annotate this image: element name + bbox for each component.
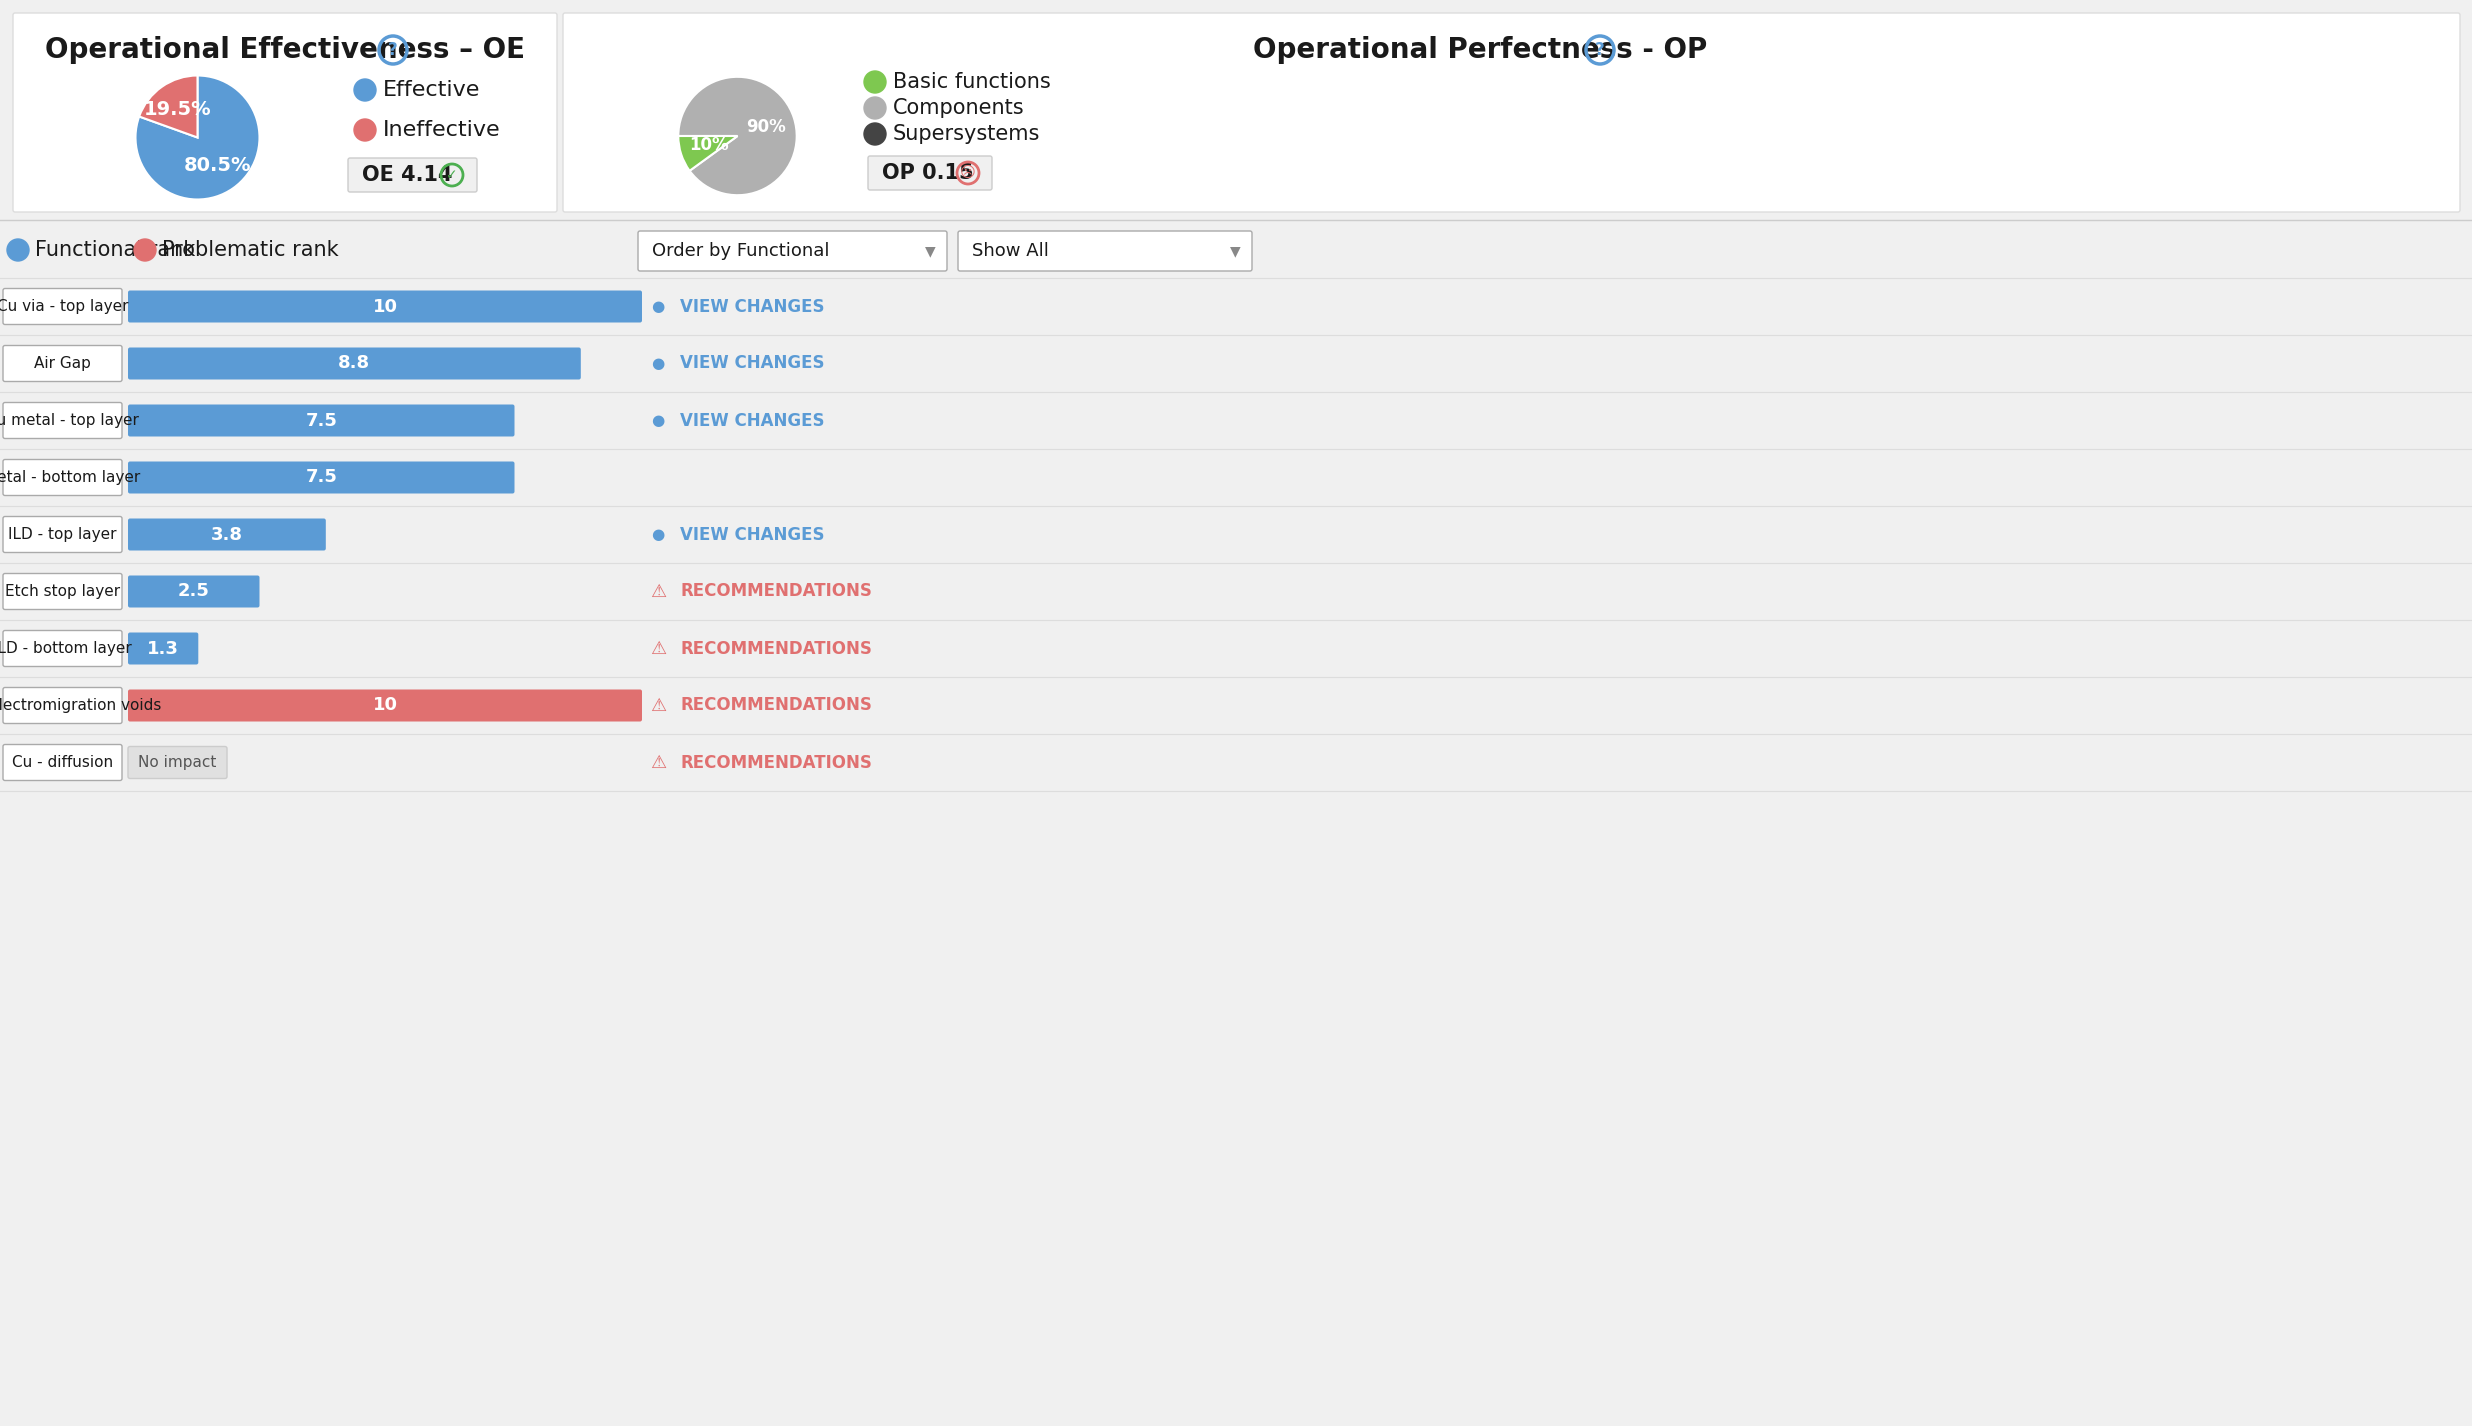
- FancyBboxPatch shape: [129, 348, 581, 379]
- Text: RECOMMENDATIONS: RECOMMENDATIONS: [680, 639, 873, 657]
- FancyBboxPatch shape: [2, 345, 121, 382]
- FancyBboxPatch shape: [959, 231, 1251, 271]
- Text: Components: Components: [892, 98, 1023, 118]
- Circle shape: [865, 71, 885, 93]
- Text: VIEW CHANGES: VIEW CHANGES: [680, 355, 826, 372]
- Text: Metal - bottom layer: Metal - bottom layer: [0, 471, 141, 485]
- FancyBboxPatch shape: [129, 690, 643, 722]
- Text: 3.8: 3.8: [210, 526, 242, 543]
- Wedge shape: [138, 76, 198, 137]
- Text: OP 0.15: OP 0.15: [883, 163, 974, 183]
- FancyBboxPatch shape: [2, 630, 121, 666]
- Text: Cu electromigration voids: Cu electromigration voids: [0, 697, 161, 713]
- Text: ⚠: ⚠: [650, 639, 665, 657]
- Wedge shape: [136, 76, 260, 200]
- Circle shape: [133, 240, 156, 261]
- FancyBboxPatch shape: [129, 462, 514, 493]
- Text: Effective: Effective: [383, 80, 480, 100]
- Text: ⚠: ⚠: [650, 696, 665, 714]
- Text: RECOMMENDATIONS: RECOMMENDATIONS: [680, 753, 873, 771]
- Text: OE 4.14: OE 4.14: [361, 165, 452, 185]
- Text: Functional rank: Functional rank: [35, 240, 195, 260]
- FancyBboxPatch shape: [2, 288, 121, 325]
- FancyBboxPatch shape: [349, 158, 477, 193]
- Text: Cu via - top layer: Cu via - top layer: [0, 299, 129, 314]
- Text: Problematic rank: Problematic rank: [163, 240, 339, 260]
- Text: 7.5: 7.5: [307, 469, 336, 486]
- Text: ▼: ▼: [1229, 244, 1241, 258]
- Text: ?: ?: [1594, 41, 1604, 58]
- FancyBboxPatch shape: [129, 633, 198, 665]
- FancyBboxPatch shape: [129, 746, 227, 779]
- Text: ILD - top layer: ILD - top layer: [7, 528, 116, 542]
- Text: Show All: Show All: [971, 242, 1048, 260]
- Circle shape: [865, 123, 885, 145]
- Text: Order by Functional: Order by Functional: [653, 242, 831, 260]
- Text: 7.5: 7.5: [307, 412, 336, 429]
- FancyBboxPatch shape: [2, 459, 121, 495]
- Text: ●: ●: [653, 528, 665, 542]
- Text: ✓: ✓: [445, 168, 457, 183]
- Text: 80.5%: 80.5%: [183, 155, 250, 175]
- Text: 1.3: 1.3: [148, 639, 178, 657]
- FancyBboxPatch shape: [2, 573, 121, 609]
- Text: RECOMMENDATIONS: RECOMMENDATIONS: [680, 582, 873, 600]
- FancyBboxPatch shape: [12, 13, 556, 212]
- FancyBboxPatch shape: [129, 519, 326, 550]
- Text: Cu metal - top layer: Cu metal - top layer: [0, 414, 138, 428]
- Text: 10: 10: [373, 696, 398, 714]
- Circle shape: [865, 97, 885, 118]
- Text: Operational Effectiveness – OE: Operational Effectiveness – OE: [44, 36, 524, 64]
- Text: ⚠: ⚠: [650, 582, 665, 600]
- Text: Basic functions: Basic functions: [892, 71, 1051, 93]
- FancyBboxPatch shape: [2, 402, 121, 439]
- Text: ☹: ☹: [959, 165, 976, 181]
- FancyBboxPatch shape: [564, 13, 2460, 212]
- Circle shape: [353, 78, 376, 101]
- Text: 19.5%: 19.5%: [143, 100, 213, 120]
- Text: ▼: ▼: [925, 244, 934, 258]
- Text: ●: ●: [653, 356, 665, 371]
- Text: 10: 10: [373, 298, 398, 315]
- Wedge shape: [677, 135, 737, 171]
- Text: Operational Perfectness - OP: Operational Perfectness - OP: [1253, 36, 1708, 64]
- Text: RECOMMENDATIONS: RECOMMENDATIONS: [680, 696, 873, 714]
- Text: ●: ●: [653, 299, 665, 314]
- Text: 8.8: 8.8: [339, 355, 371, 372]
- Text: No impact: No impact: [138, 754, 218, 770]
- FancyBboxPatch shape: [2, 516, 121, 552]
- Text: 10%: 10%: [690, 135, 729, 154]
- Text: Etch stop layer: Etch stop layer: [5, 585, 121, 599]
- Text: ILD - bottom layer: ILD - bottom layer: [0, 642, 131, 656]
- FancyBboxPatch shape: [638, 231, 947, 271]
- Text: VIEW CHANGES: VIEW CHANGES: [680, 298, 826, 315]
- Text: ⚠: ⚠: [650, 753, 665, 771]
- Text: ●: ●: [653, 414, 665, 428]
- Text: VIEW CHANGES: VIEW CHANGES: [680, 412, 826, 429]
- Text: Ineffective: Ineffective: [383, 120, 502, 140]
- Text: VIEW CHANGES: VIEW CHANGES: [680, 526, 826, 543]
- Text: Supersystems: Supersystems: [892, 124, 1041, 144]
- Text: 2.5: 2.5: [178, 582, 210, 600]
- Wedge shape: [677, 77, 796, 195]
- Text: Cu - diffusion: Cu - diffusion: [12, 754, 114, 770]
- Circle shape: [7, 240, 30, 261]
- FancyBboxPatch shape: [2, 687, 121, 723]
- FancyBboxPatch shape: [2, 744, 121, 780]
- Text: ?: ?: [388, 41, 398, 58]
- FancyBboxPatch shape: [129, 405, 514, 436]
- Circle shape: [353, 118, 376, 141]
- Text: Air Gap: Air Gap: [35, 356, 91, 371]
- Text: 90%: 90%: [747, 118, 786, 135]
- FancyBboxPatch shape: [868, 155, 991, 190]
- FancyBboxPatch shape: [129, 291, 643, 322]
- FancyBboxPatch shape: [129, 576, 260, 607]
